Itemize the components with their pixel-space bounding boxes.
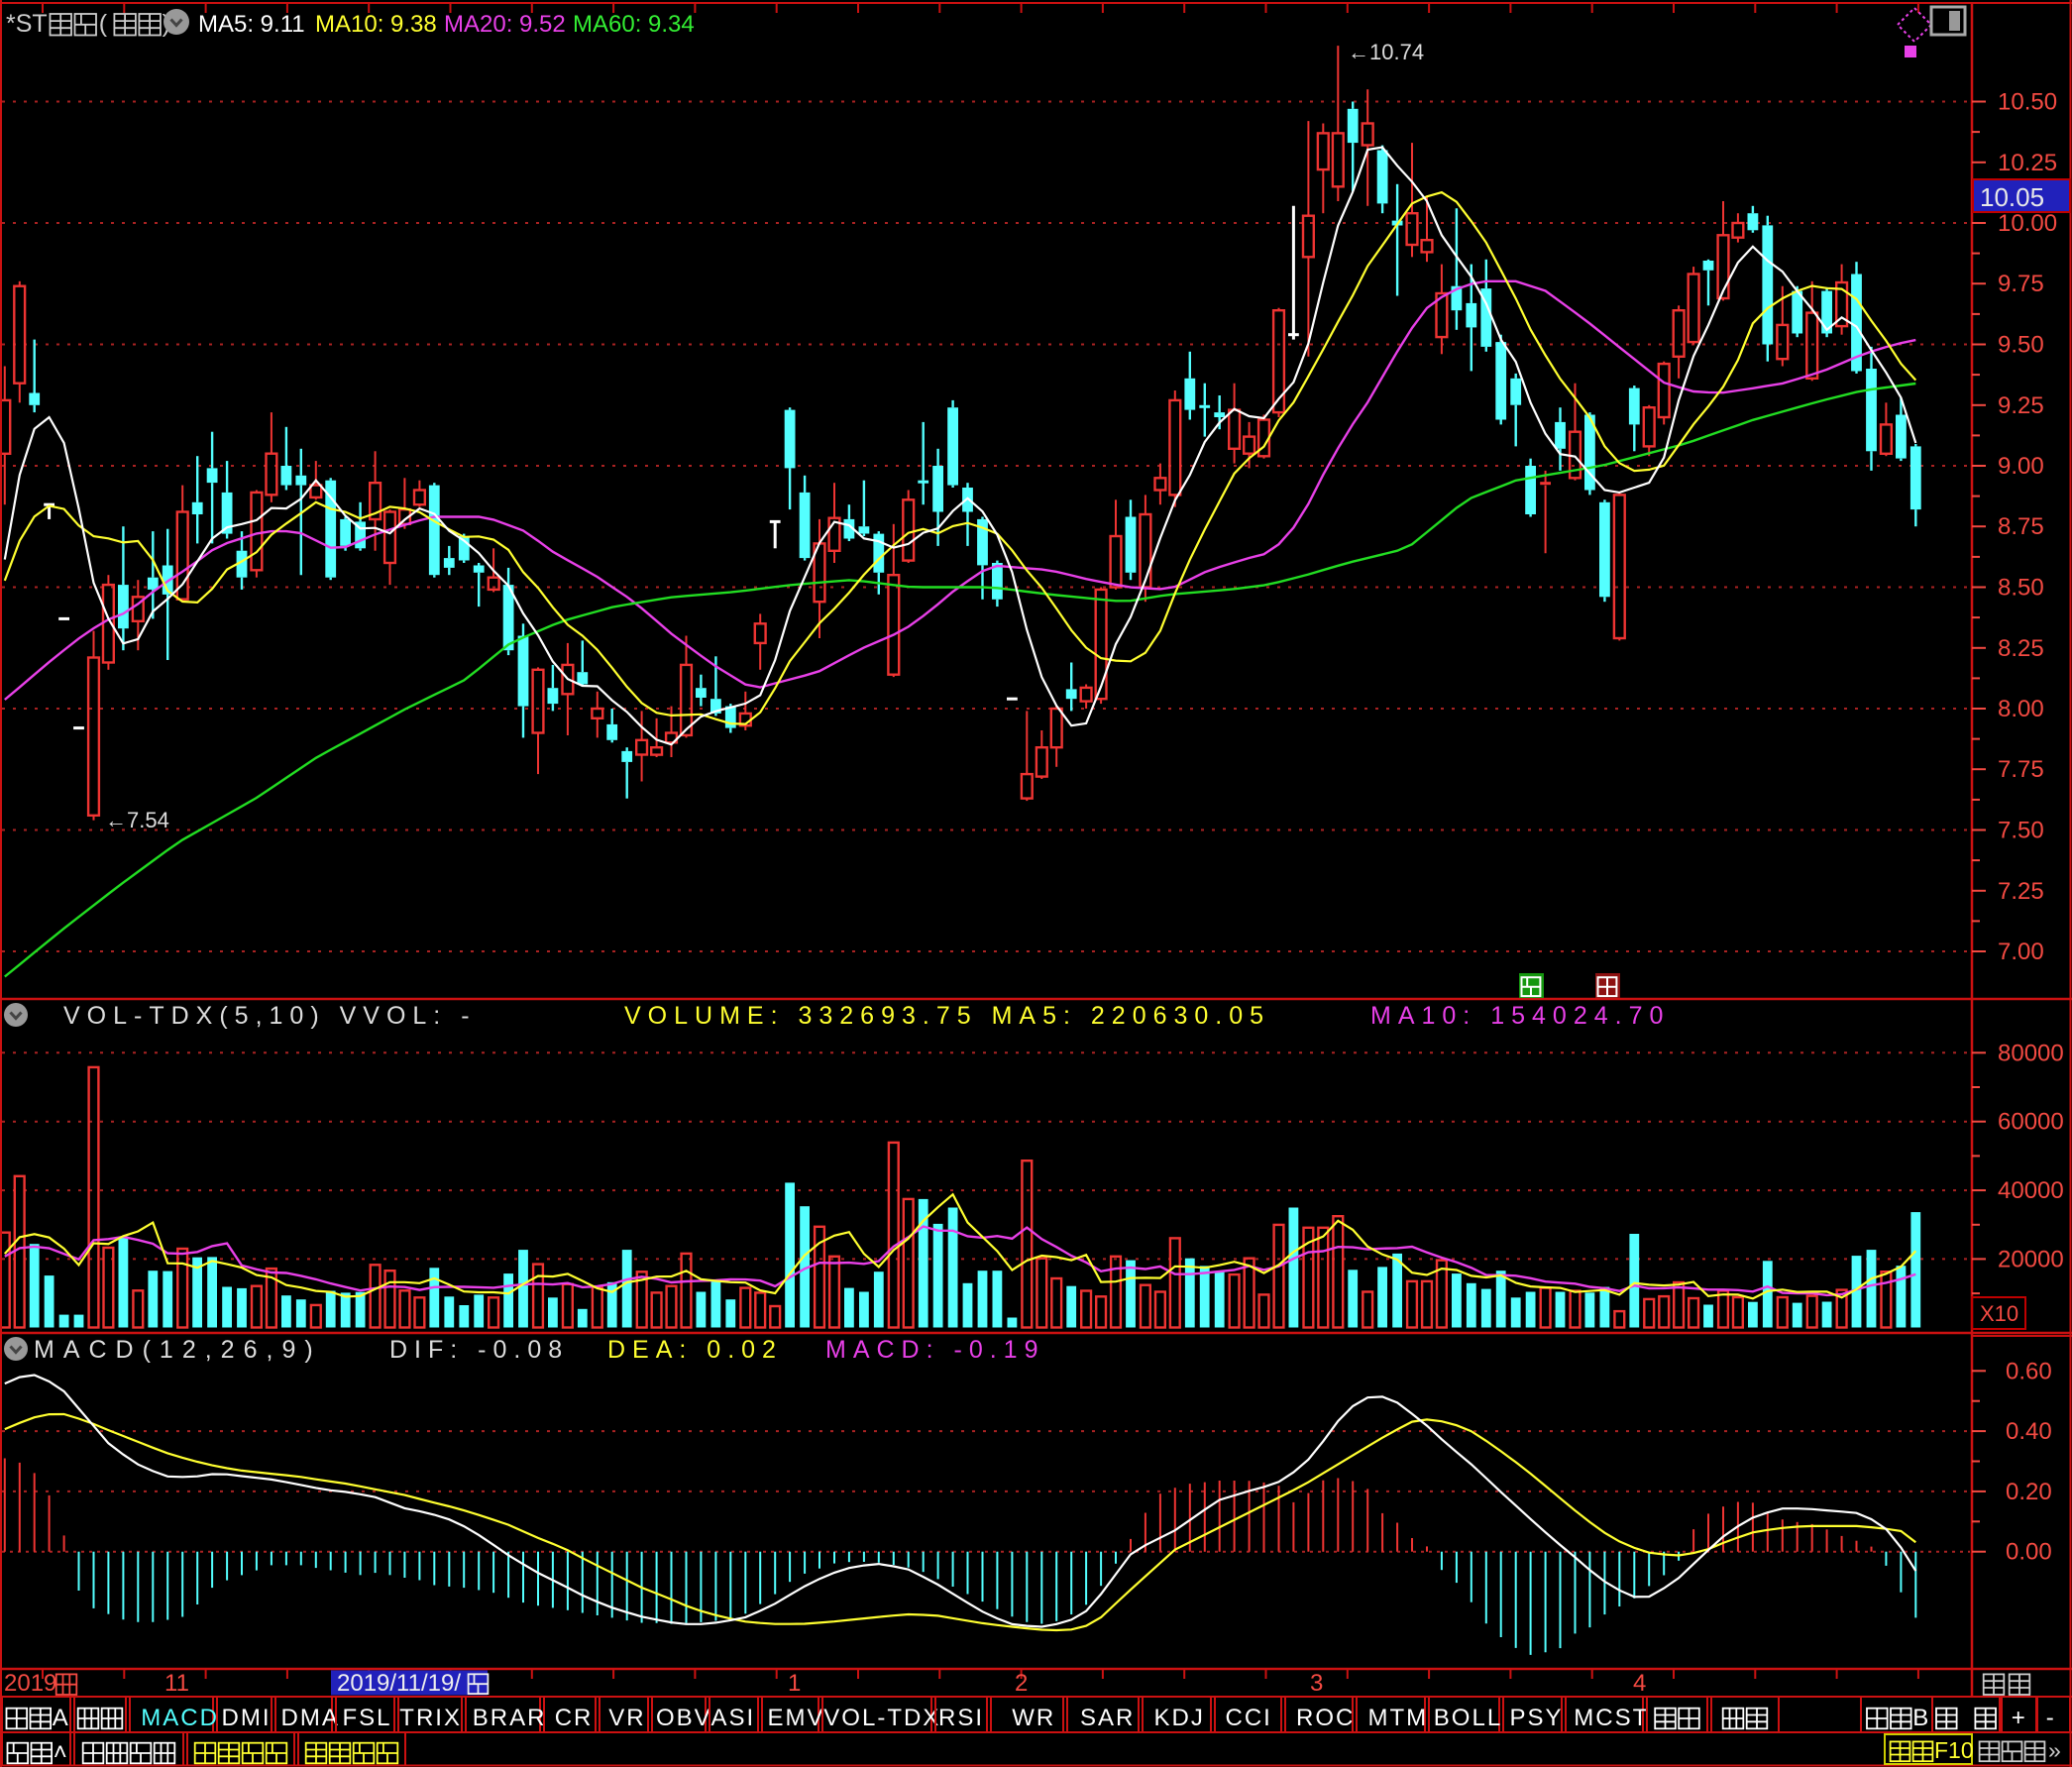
svg-text:A: A <box>53 1705 70 1731</box>
svg-text:ROC: ROC <box>1296 1705 1355 1731</box>
svg-text:←7.54: ←7.54 <box>105 808 169 832</box>
svg-text:RSI: RSI <box>938 1705 984 1731</box>
svg-text:SAR: SAR <box>1080 1705 1135 1731</box>
svg-text:DEA: 0.02: DEA: 0.02 <box>607 1336 783 1364</box>
svg-text:*ST: *ST <box>6 10 48 38</box>
svg-text:˄: ˄ <box>54 1739 67 1766</box>
svg-text:9.50: 9.50 <box>1998 332 2044 359</box>
svg-text:←10.74: ←10.74 <box>1348 40 1424 64</box>
svg-text:CR: CR <box>555 1705 594 1731</box>
svg-text:MA10: 9.38: MA10: 9.38 <box>315 11 437 38</box>
svg-text:VOL-TDX(5,10) VVOL: -: VOL-TDX(5,10) VVOL: - <box>63 1002 477 1030</box>
svg-text:MA60: 9.34: MA60: 9.34 <box>573 11 695 38</box>
svg-text:4: 4 <box>1633 1670 1646 1697</box>
svg-text:80000: 80000 <box>1998 1040 2064 1066</box>
svg-text:2019: 2019 <box>4 1670 56 1697</box>
svg-text:0.60: 0.60 <box>2006 1358 2052 1384</box>
svg-text:0.00: 0.00 <box>2006 1539 2052 1566</box>
svg-text:BRAR: BRAR <box>473 1705 547 1731</box>
svg-text:MACD(12,26,9): MACD(12,26,9) <box>34 1336 322 1364</box>
svg-text:8.50: 8.50 <box>1998 575 2044 602</box>
svg-text:FSL: FSL <box>343 1705 392 1731</box>
svg-text:10.25: 10.25 <box>1998 150 2057 176</box>
svg-text:PSY: PSY <box>1510 1705 1564 1731</box>
svg-text:1: 1 <box>788 1670 801 1697</box>
svg-text:-: - <box>2046 1705 2056 1731</box>
svg-text:10.05: 10.05 <box>1980 182 2044 212</box>
svg-text:MACD: -0.19: MACD: -0.19 <box>825 1336 1044 1364</box>
svg-text:7.25: 7.25 <box>1998 878 2044 905</box>
svg-text:11: 11 <box>164 1670 189 1697</box>
svg-text:F10: F10 <box>1934 1737 1974 1763</box>
svg-text:10.50: 10.50 <box>1998 89 2057 116</box>
svg-text:8.00: 8.00 <box>1998 696 2044 722</box>
svg-text:40000: 40000 <box>1998 1177 2064 1204</box>
svg-text:2: 2 <box>1015 1670 1028 1697</box>
svg-text:10.00: 10.00 <box>1998 210 2057 237</box>
svg-text:BOLL: BOLL <box>1434 1705 1502 1731</box>
svg-text:8.25: 8.25 <box>1998 635 2044 662</box>
svg-text:VOLUME: 332693.75 MA5: 220630.: VOLUME: 332693.75 MA5: 220630.05 <box>624 1002 1270 1030</box>
svg-text:MACD: MACD <box>141 1705 219 1731</box>
svg-text:0.40: 0.40 <box>2006 1418 2052 1445</box>
svg-text:OBV: OBV <box>656 1705 712 1731</box>
svg-text:»: » <box>2048 1737 2061 1763</box>
svg-text:20000: 20000 <box>1998 1246 2064 1272</box>
svg-text:9.00: 9.00 <box>1998 453 2044 480</box>
svg-text:MCST: MCST <box>1574 1705 1649 1731</box>
svg-text:8.75: 8.75 <box>1998 513 2044 540</box>
svg-text:3: 3 <box>1310 1670 1323 1697</box>
svg-text:DIF: -0.08: DIF: -0.08 <box>389 1336 569 1364</box>
svg-text:7.00: 7.00 <box>1998 939 2044 965</box>
svg-text:9.25: 9.25 <box>1998 392 2044 419</box>
svg-text:2019/11/19/: 2019/11/19/ <box>337 1670 461 1697</box>
svg-text:EMV: EMV <box>768 1705 825 1731</box>
svg-text:+: + <box>2012 1705 2027 1731</box>
svg-text:7.50: 7.50 <box>1998 818 2044 844</box>
svg-text:B: B <box>1912 1705 1930 1731</box>
svg-text:DMI: DMI <box>222 1705 272 1731</box>
svg-text:VR: VR <box>608 1705 645 1731</box>
svg-text:MTM: MTM <box>1368 1705 1429 1731</box>
svg-text:WR: WR <box>1012 1705 1055 1731</box>
svg-text:TRIX: TRIX <box>399 1705 462 1731</box>
svg-text:KDJ: KDJ <box>1154 1705 1205 1731</box>
svg-text:MA5: 9.11: MA5: 9.11 <box>198 11 305 38</box>
svg-text:ASI: ASI <box>711 1705 756 1731</box>
svg-text:MA20: 9.52: MA20: 9.52 <box>444 11 566 38</box>
svg-text:MA10: 154024.70: MA10: 154024.70 <box>1370 1002 1670 1030</box>
svg-text:7.75: 7.75 <box>1998 756 2044 783</box>
svg-text:9.75: 9.75 <box>1998 271 2044 297</box>
svg-text:(: ( <box>99 10 108 38</box>
svg-text:CCI: CCI <box>1226 1705 1272 1731</box>
svg-text:X10: X10 <box>1980 1301 2018 1326</box>
svg-text:60000: 60000 <box>1998 1109 2064 1136</box>
svg-text:DMA: DMA <box>281 1705 340 1731</box>
svg-text:0.20: 0.20 <box>2006 1479 2052 1505</box>
svg-text:VOL-TDX: VOL-TDX <box>823 1705 940 1731</box>
